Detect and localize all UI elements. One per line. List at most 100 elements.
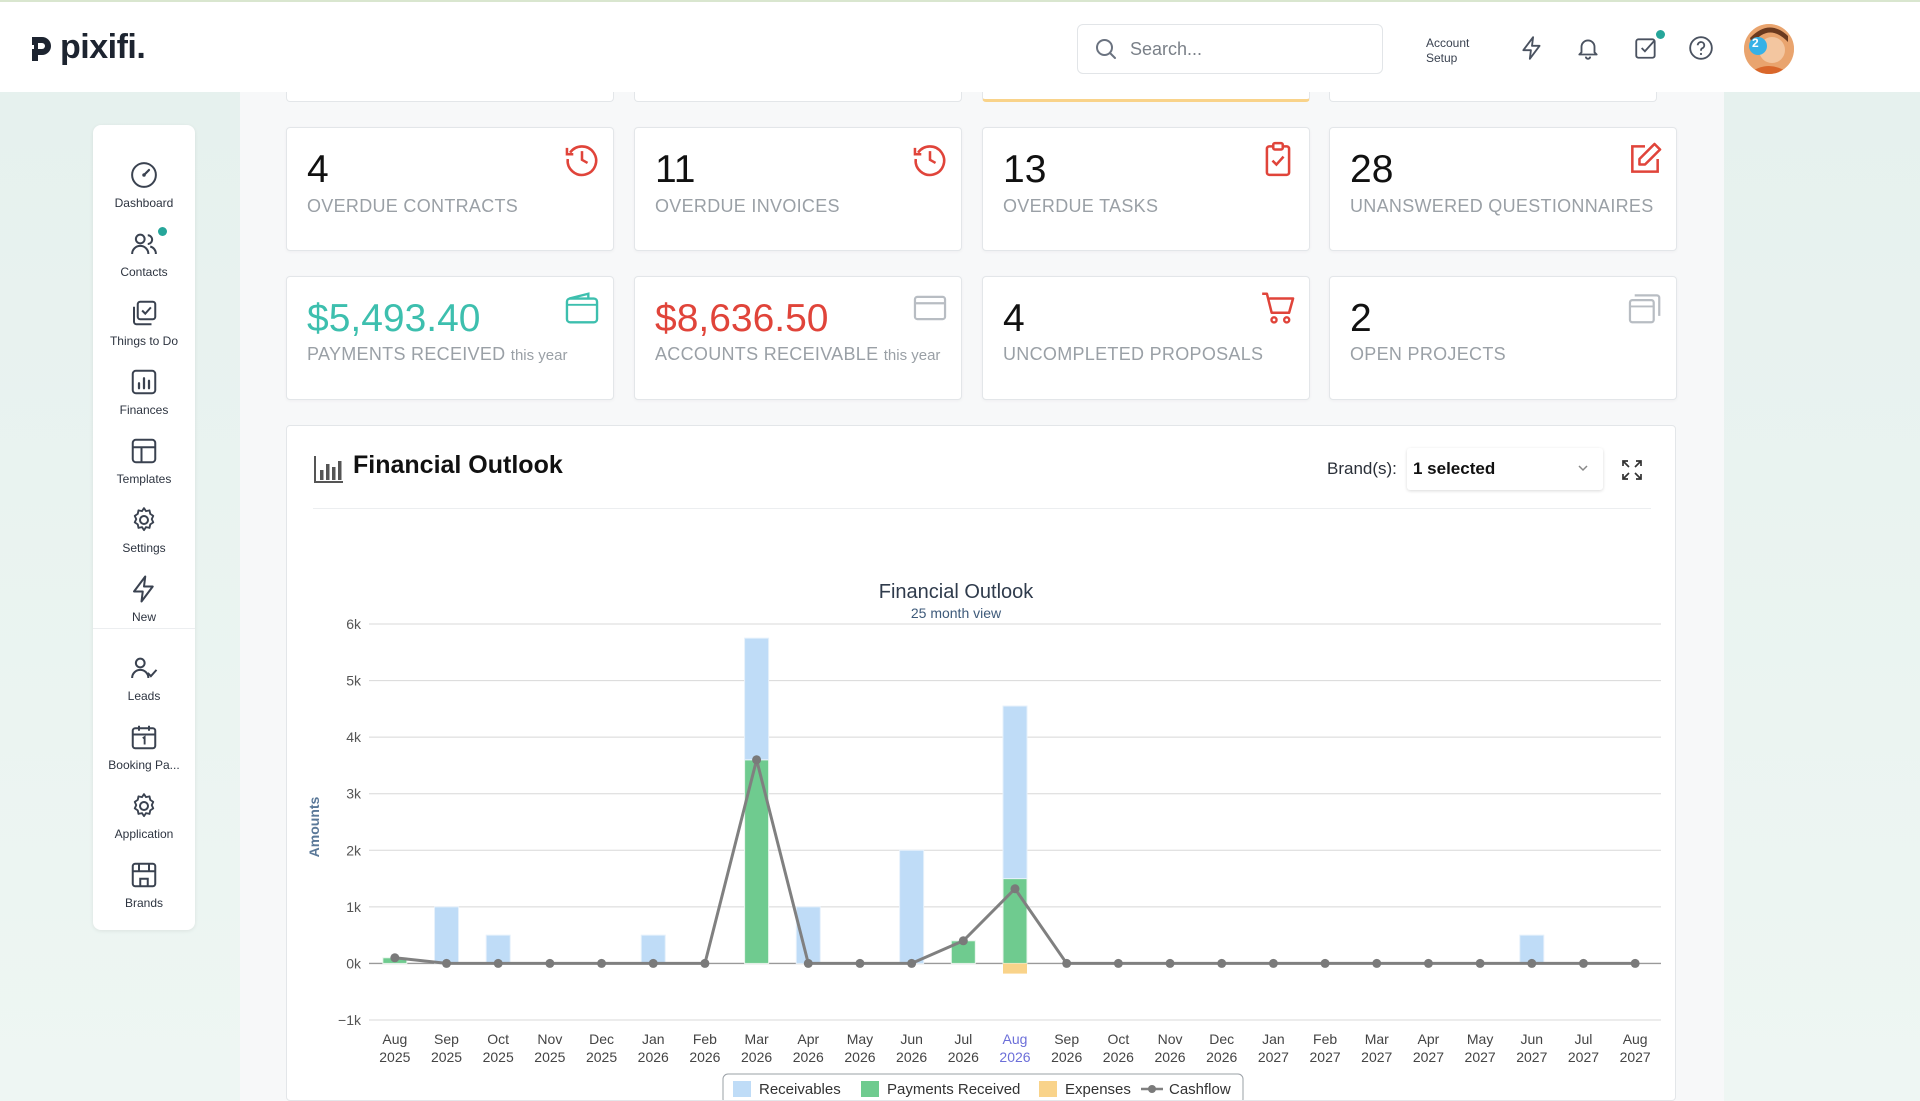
stat-value: 13 — [1003, 148, 1047, 191]
avatar[interactable]: 2 — [1744, 24, 1794, 74]
cashflow-point — [1113, 958, 1123, 968]
x-tick-label-month: Jul — [954, 1031, 972, 1047]
cart-icon — [1262, 292, 1295, 324]
sidebar-item-contacts[interactable]: Contacts — [93, 227, 195, 291]
x-tick-label-month: Jan — [1262, 1031, 1285, 1047]
x-tick-label-year: 2026 — [689, 1049, 720, 1065]
sidebar-label-things-to-do: Things to Do — [109, 334, 179, 348]
chevron-down-icon — [1578, 465, 1588, 472]
bell-icon[interactable] — [1572, 32, 1604, 64]
stat-card-overdue-tasks[interactable]: 13 OVERDUE TASKS — [982, 127, 1310, 251]
stat-card-payments-received[interactable]: $5,493.40 PAYMENTS RECEIVED this year — [286, 276, 614, 400]
financial-outlook-panel: Financial Outlook Brand(s): 1 selected F… — [286, 425, 1676, 1101]
search-input[interactable] — [1130, 38, 1350, 60]
stat-label-wrap: PAYMENTS RECEIVED this year — [307, 344, 567, 365]
stat-label: PAYMENTS RECEIVED — [307, 344, 506, 364]
leads-icon — [131, 657, 158, 679]
sidebar-item-dashboard[interactable]: Dashboard — [93, 160, 195, 222]
sidebar-item-finances[interactable]: Finances — [93, 367, 195, 429]
sidebar-label-settings: Settings — [122, 541, 166, 555]
y-tick-label: 0k — [346, 955, 362, 971]
y-tick-label: 5k — [346, 673, 362, 689]
gear-icon — [133, 793, 155, 818]
x-tick-label-month: May — [1467, 1031, 1493, 1047]
bar-receivables — [1002, 705, 1028, 880]
legend-swatch — [1039, 1081, 1057, 1097]
stat-card-overdue-invoices[interactable]: 11 OVERDUE INVOICES — [634, 127, 962, 251]
sidebar-item-brands[interactable]: Brands — [93, 860, 195, 922]
x-tick-label-year: 2027 — [1516, 1049, 1547, 1065]
legend-marker — [1148, 1085, 1156, 1093]
bar-receivables — [434, 906, 460, 964]
cashflow-point — [855, 958, 865, 968]
x-tick-label-month: Apr — [1418, 1031, 1440, 1047]
sidebar-item-templates[interactable]: Templates — [93, 436, 195, 498]
bolt-icon[interactable] — [1516, 32, 1548, 64]
x-tick-label-year: 2026 — [1206, 1049, 1237, 1065]
x-tick-label-year: 2025 — [586, 1049, 617, 1065]
stat-card-open-projects[interactable]: 2 OPEN PROJECTS — [1329, 276, 1677, 400]
sidebar-label-application: Application — [114, 827, 174, 841]
legend-label: Receivables — [759, 1081, 841, 1098]
sidebar-item-leads[interactable]: Leads — [93, 653, 195, 715]
panel-title: Financial Outlook — [353, 451, 563, 479]
stat-value: 2 — [1350, 297, 1372, 340]
cashflow-point — [1527, 958, 1537, 968]
stat-card-uncompleted-proposals[interactable]: 4 UNCOMPLETED PROPOSALS — [982, 276, 1310, 400]
legend-box — [722, 1073, 1244, 1100]
gauge-icon — [131, 162, 157, 188]
x-tick-label-year: 2026 — [1051, 1049, 1082, 1065]
sidebar-item-settings[interactable]: Settings — [93, 505, 195, 567]
stat-card-unanswered-questionnaires[interactable]: 28 UNANSWERED QUESTIONNAIRES — [1329, 127, 1677, 251]
x-tick-label-year: 2026 — [1154, 1049, 1185, 1065]
y-axis-label: Amounts — [306, 796, 322, 857]
x-tick-label-year: 2027 — [1258, 1049, 1289, 1065]
search-icon — [1096, 39, 1116, 59]
top-header: pixifi. Account Setup 2 — [0, 0, 1920, 92]
sidebar-item-things-to-do[interactable]: Things to Do — [93, 298, 195, 360]
legend-label: Payments Received — [887, 1081, 1020, 1098]
financial-outlook-chart[interactable]: Financial Outlook 25 month view −1k 0k 1k 2k 3… — [287, 516, 1675, 1100]
bar-receivables — [1519, 934, 1545, 964]
expand-icon[interactable] — [1621, 459, 1643, 481]
x-tick-label-year: 2027 — [1568, 1049, 1599, 1065]
people-icon — [131, 233, 157, 255]
x-tick-label-year: 2026 — [741, 1049, 772, 1065]
account-setup-link[interactable]: Account Setup — [1426, 36, 1469, 66]
cashflow-point — [907, 958, 917, 968]
stat-value: $8,636.50 — [655, 297, 829, 340]
pixifi-logo[interactable]: pixifi. — [28, 28, 146, 67]
sidebar: Dashboard Contacts Things to Do Finances… — [93, 125, 195, 930]
x-tick-label-month: Sep — [1054, 1031, 1079, 1047]
stat-card-overdue-contracts[interactable]: 4 OVERDUE CONTRACTS — [286, 127, 614, 251]
task-check-icon[interactable] — [1630, 30, 1665, 64]
logo-mark-icon — [28, 36, 51, 61]
sidebar-item-application[interactable]: Application — [93, 791, 195, 853]
stat-card-accounts-receivable[interactable]: $8,636.50 ACCOUNTS RECEIVABLE this year — [634, 276, 962, 400]
x-tick-label-year: 2027 — [1620, 1049, 1651, 1065]
stat-label: UNCOMPLETED PROPOSALS — [1003, 344, 1264, 364]
stat-label-wrap: ACCOUNTS RECEIVABLE this year — [655, 344, 940, 365]
cashflow-point — [1010, 884, 1020, 894]
x-tick-label-year: 2027 — [1310, 1049, 1341, 1065]
cashflow-point — [1268, 958, 1278, 968]
x-tick-label-year: 2025 — [379, 1049, 410, 1065]
stat-suffix: this year — [883, 347, 941, 364]
brand-select[interactable]: 1 selected — [1407, 448, 1603, 490]
cashflow-point — [1578, 958, 1588, 968]
x-tick-label-year: 2025 — [431, 1049, 462, 1065]
x-tick-label-month: Mar — [745, 1031, 769, 1047]
sidebar-item-new[interactable]: New — [93, 574, 195, 636]
notification-dot — [1656, 30, 1665, 39]
sidebar-label-finances: Finances — [119, 403, 169, 417]
sidebar-item-booking-pages[interactable]: Booking Pa... — [93, 722, 195, 784]
x-tick-label-year: 2025 — [483, 1049, 514, 1065]
stat-value: 4 — [307, 148, 329, 191]
search-box[interactable] — [1077, 24, 1383, 74]
chart-title: Financial Outlook — [879, 581, 1035, 603]
stat-value: 4 — [1003, 297, 1025, 340]
stat-label: OPEN PROJECTS — [1350, 344, 1506, 364]
x-tick-label-year: 2026 — [896, 1049, 927, 1065]
sidebar-label-dashboard: Dashboard — [114, 196, 174, 210]
help-icon[interactable] — [1685, 32, 1717, 64]
